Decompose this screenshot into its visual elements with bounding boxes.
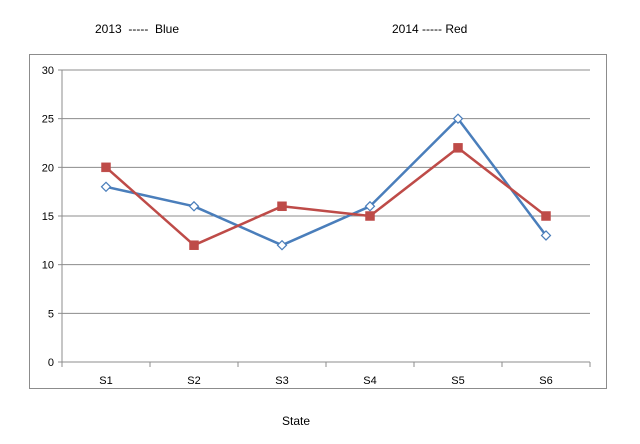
y-tick-label: 20	[42, 162, 54, 174]
x-tick-label: S3	[275, 375, 288, 387]
data-point-diamond	[540, 230, 552, 241]
data-point-diamond	[276, 239, 288, 251]
data-point-square	[189, 240, 199, 250]
series-line-2	[104, 146, 548, 247]
legend-note-2013: 2013 ----- Blue	[95, 22, 180, 36]
y-tick-label: 10	[42, 260, 54, 272]
x-tick-label: S1	[99, 375, 112, 387]
y-tick-label: 15	[42, 211, 54, 223]
data-point-diamond	[452, 113, 464, 125]
y-tick-label: 25	[42, 114, 54, 126]
line-chart: 0 5 10 15 20 25 30 S1 S2 S3 S4 S5 S6	[42, 65, 591, 387]
series-line-1	[104, 117, 548, 247]
data-point-square	[277, 201, 287, 212]
x-tick-label: S2	[187, 375, 200, 387]
x-tick-label: S6	[539, 375, 552, 387]
data-point-diamond	[188, 200, 200, 212]
y-tick-label: 0	[48, 357, 54, 369]
data-point-square	[541, 211, 551, 221]
data-point-square	[453, 143, 463, 153]
legend-note-2014: 2014 ----- Red	[392, 22, 468, 36]
y-tick-label: 5	[48, 308, 54, 320]
data-point-diamond	[364, 200, 376, 212]
chart-area: 0 5 10 15 20 25 30 S1 S2 S3 S4 S5 S6	[29, 54, 607, 389]
x-tick-label: S5	[451, 375, 464, 387]
data-point-diamond	[100, 181, 112, 193]
data-point-square	[365, 211, 375, 221]
y-tick-label: 30	[42, 65, 54, 77]
x-axis-title: State	[281, 414, 311, 428]
x-tick-label: S4	[363, 375, 376, 387]
data-point-square	[101, 162, 111, 173]
